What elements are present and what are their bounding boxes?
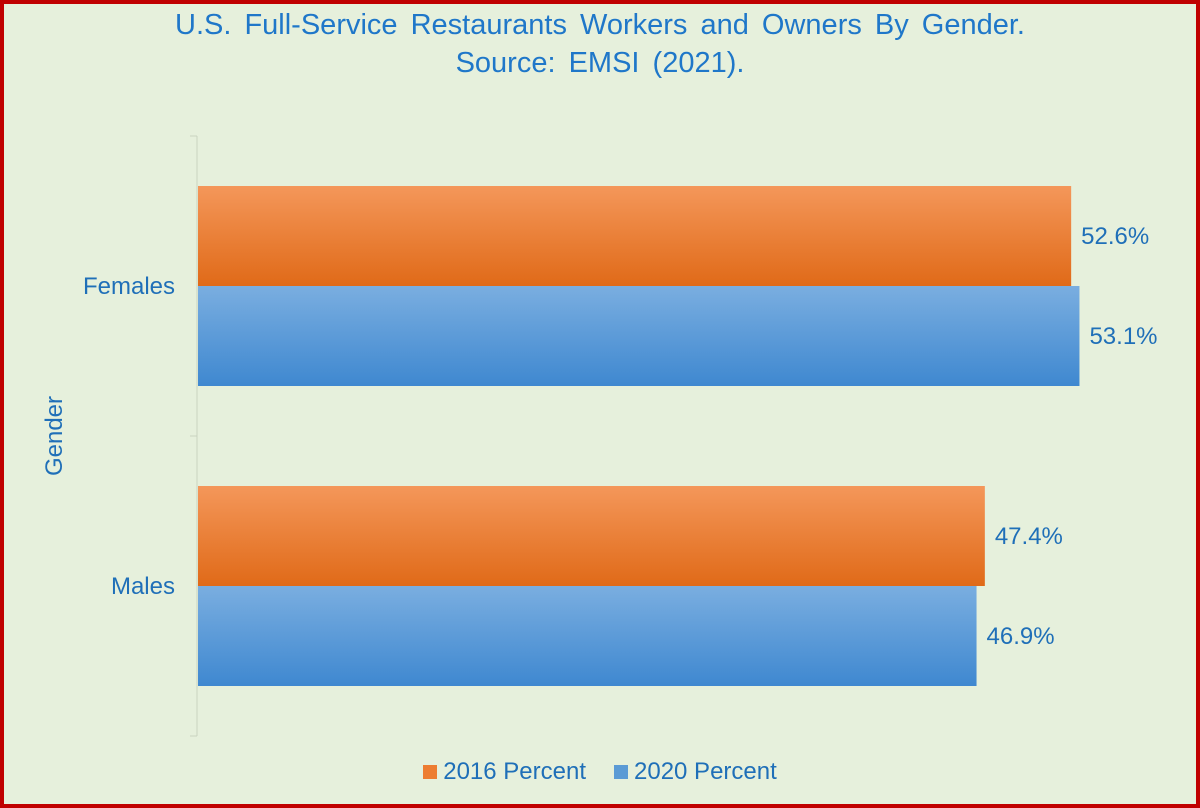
data-label-2016-males: 47.4% — [995, 523, 1063, 550]
data-label-2016-females: 52.6% — [1081, 223, 1149, 250]
bar-2020-males — [198, 586, 977, 686]
legend-label-2016: 2016 Percent — [443, 758, 586, 785]
y-axis-title: Gender — [41, 396, 68, 476]
chart-subtitle: Source: EMSI (2021). — [455, 47, 745, 79]
data-label-2020-males: 46.9% — [987, 623, 1055, 650]
category-label-females: Females — [83, 273, 175, 300]
category-label-males: Males — [111, 573, 175, 600]
bar-2016-males — [198, 486, 985, 586]
chart-title-line: U.S. Full-Service Restaurants Workers an… — [175, 9, 1025, 41]
legend-item-2020: 2020 Percent — [614, 758, 777, 786]
data-label-2020-females: 53.1% — [1089, 323, 1157, 350]
legend-item-2016: 2016 Percent — [423, 758, 586, 786]
legend-label-2020: 2020 Percent — [634, 758, 777, 785]
bar-2020-females — [198, 286, 1080, 386]
legend-swatch-2020 — [614, 765, 628, 779]
legend-swatch-2016 — [423, 765, 438, 779]
chart-marks: Females 52.6% 53.1% Males 47.4% 46.9% — [83, 186, 1158, 686]
bar-2016-females — [198, 186, 1072, 286]
chart-title: U.S. Full-Service Restaurants Workers an… — [0, 6, 1200, 82]
legend: 2016 Percent 2020 Percent — [0, 758, 1200, 786]
